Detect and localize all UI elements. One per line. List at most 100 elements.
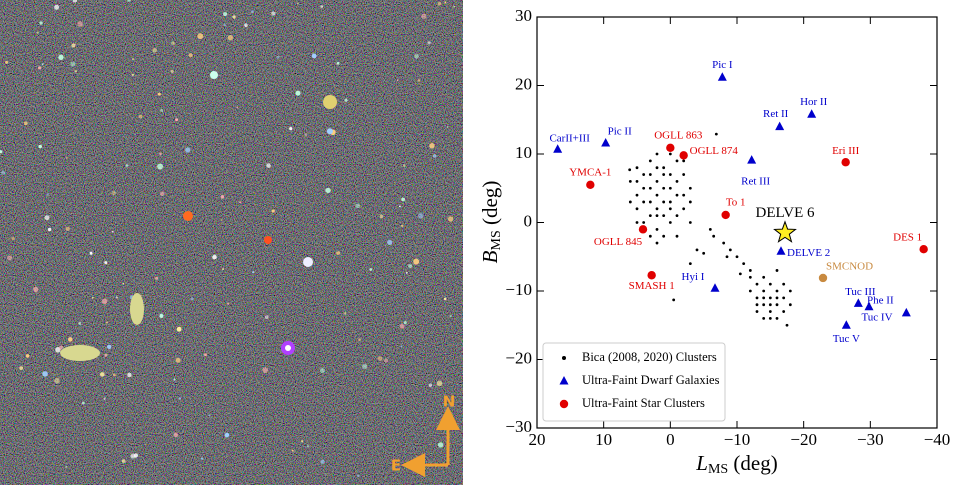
- point: [655, 193, 659, 197]
- point: [841, 320, 851, 329]
- point: [807, 109, 817, 118]
- point: [662, 173, 666, 176]
- star: [77, 21, 84, 27]
- star: [68, 337, 73, 342]
- point: [775, 317, 779, 320]
- y-tick-label: 20: [515, 74, 532, 93]
- point: [773, 220, 797, 243]
- star: [449, 315, 452, 318]
- point: [553, 144, 563, 153]
- point: [782, 282, 786, 286]
- y-label: BMS (deg): [478, 181, 504, 264]
- star: [276, 55, 280, 59]
- star: [429, 143, 435, 149]
- star: [152, 48, 157, 53]
- point-label: Tuc IV: [861, 311, 892, 323]
- point: [679, 151, 688, 160]
- point-label: DELVE 6: [755, 205, 815, 221]
- star: [0, 150, 3, 154]
- x-tick-label: −40: [924, 430, 951, 449]
- star: [362, 363, 368, 369]
- point: [635, 180, 639, 183]
- point: [628, 180, 632, 183]
- point: [648, 200, 652, 204]
- point: [642, 186, 646, 190]
- star: [403, 321, 407, 325]
- point-label: Phe II: [867, 294, 894, 306]
- y-tick-label: 10: [515, 143, 532, 162]
- star: [271, 209, 275, 213]
- point-label: YMCA-1: [569, 166, 611, 178]
- star: [437, 442, 444, 448]
- point: [655, 214, 659, 218]
- point: [662, 214, 666, 218]
- star: [227, 35, 234, 41]
- point: [841, 158, 850, 167]
- star: [33, 286, 39, 292]
- star: [357, 474, 360, 477]
- legend-label: Ultra-Faint Dwarf Galaxies: [582, 373, 720, 387]
- star: [121, 459, 126, 463]
- star: [70, 61, 76, 67]
- star: [224, 432, 230, 438]
- star: [36, 31, 39, 34]
- star: [400, 345, 403, 348]
- point: [762, 303, 766, 307]
- x-tick-label: −20: [790, 430, 817, 449]
- series: [628, 132, 792, 327]
- star: [262, 367, 269, 373]
- star: [336, 251, 341, 256]
- point: [655, 241, 659, 245]
- star: [304, 133, 307, 136]
- x-tick-label: −10: [724, 430, 751, 449]
- point: [675, 159, 679, 163]
- point-label: OGLL 874: [690, 145, 739, 157]
- point: [682, 159, 686, 163]
- star: [295, 90, 301, 96]
- star: [208, 414, 211, 417]
- series: OGLL 863 OGLL 874 Eri III YMCA-1 To 1 OGLL 84…: [569, 129, 928, 292]
- star: [58, 345, 64, 350]
- point: [776, 246, 786, 255]
- star: [326, 128, 333, 135]
- star: [81, 401, 85, 405]
- star: [65, 465, 68, 468]
- x-label: LMS (deg): [695, 451, 777, 477]
- star: [244, 23, 248, 28]
- point-label: Tuc V: [833, 333, 860, 345]
- point: [762, 317, 766, 320]
- point: [742, 262, 746, 265]
- point: [785, 323, 789, 327]
- star: [320, 368, 325, 373]
- point: [919, 245, 928, 254]
- point: [635, 193, 639, 197]
- point: [647, 271, 656, 280]
- star: [171, 41, 175, 46]
- star: [223, 23, 227, 27]
- star: [160, 109, 164, 112]
- x-label-sub: MS: [708, 462, 728, 477]
- star: [159, 313, 164, 318]
- point-label: OGLL 845: [594, 236, 643, 248]
- point: [853, 298, 863, 307]
- point: [628, 200, 632, 204]
- star: [127, 372, 132, 378]
- star: [437, 2, 442, 6]
- star: [89, 251, 93, 255]
- point-label: Hyi I: [682, 271, 705, 283]
- point: [682, 193, 686, 197]
- star: [250, 10, 254, 14]
- star: [297, 2, 299, 5]
- star: [379, 214, 384, 219]
- y-tick-label: 0: [524, 211, 533, 230]
- point: [662, 200, 666, 204]
- star: [212, 254, 217, 260]
- star: [428, 383, 433, 387]
- star: [100, 372, 105, 377]
- point: [864, 301, 874, 311]
- star: [19, 366, 24, 370]
- point-label: DES 1: [893, 232, 922, 244]
- star: [336, 61, 340, 65]
